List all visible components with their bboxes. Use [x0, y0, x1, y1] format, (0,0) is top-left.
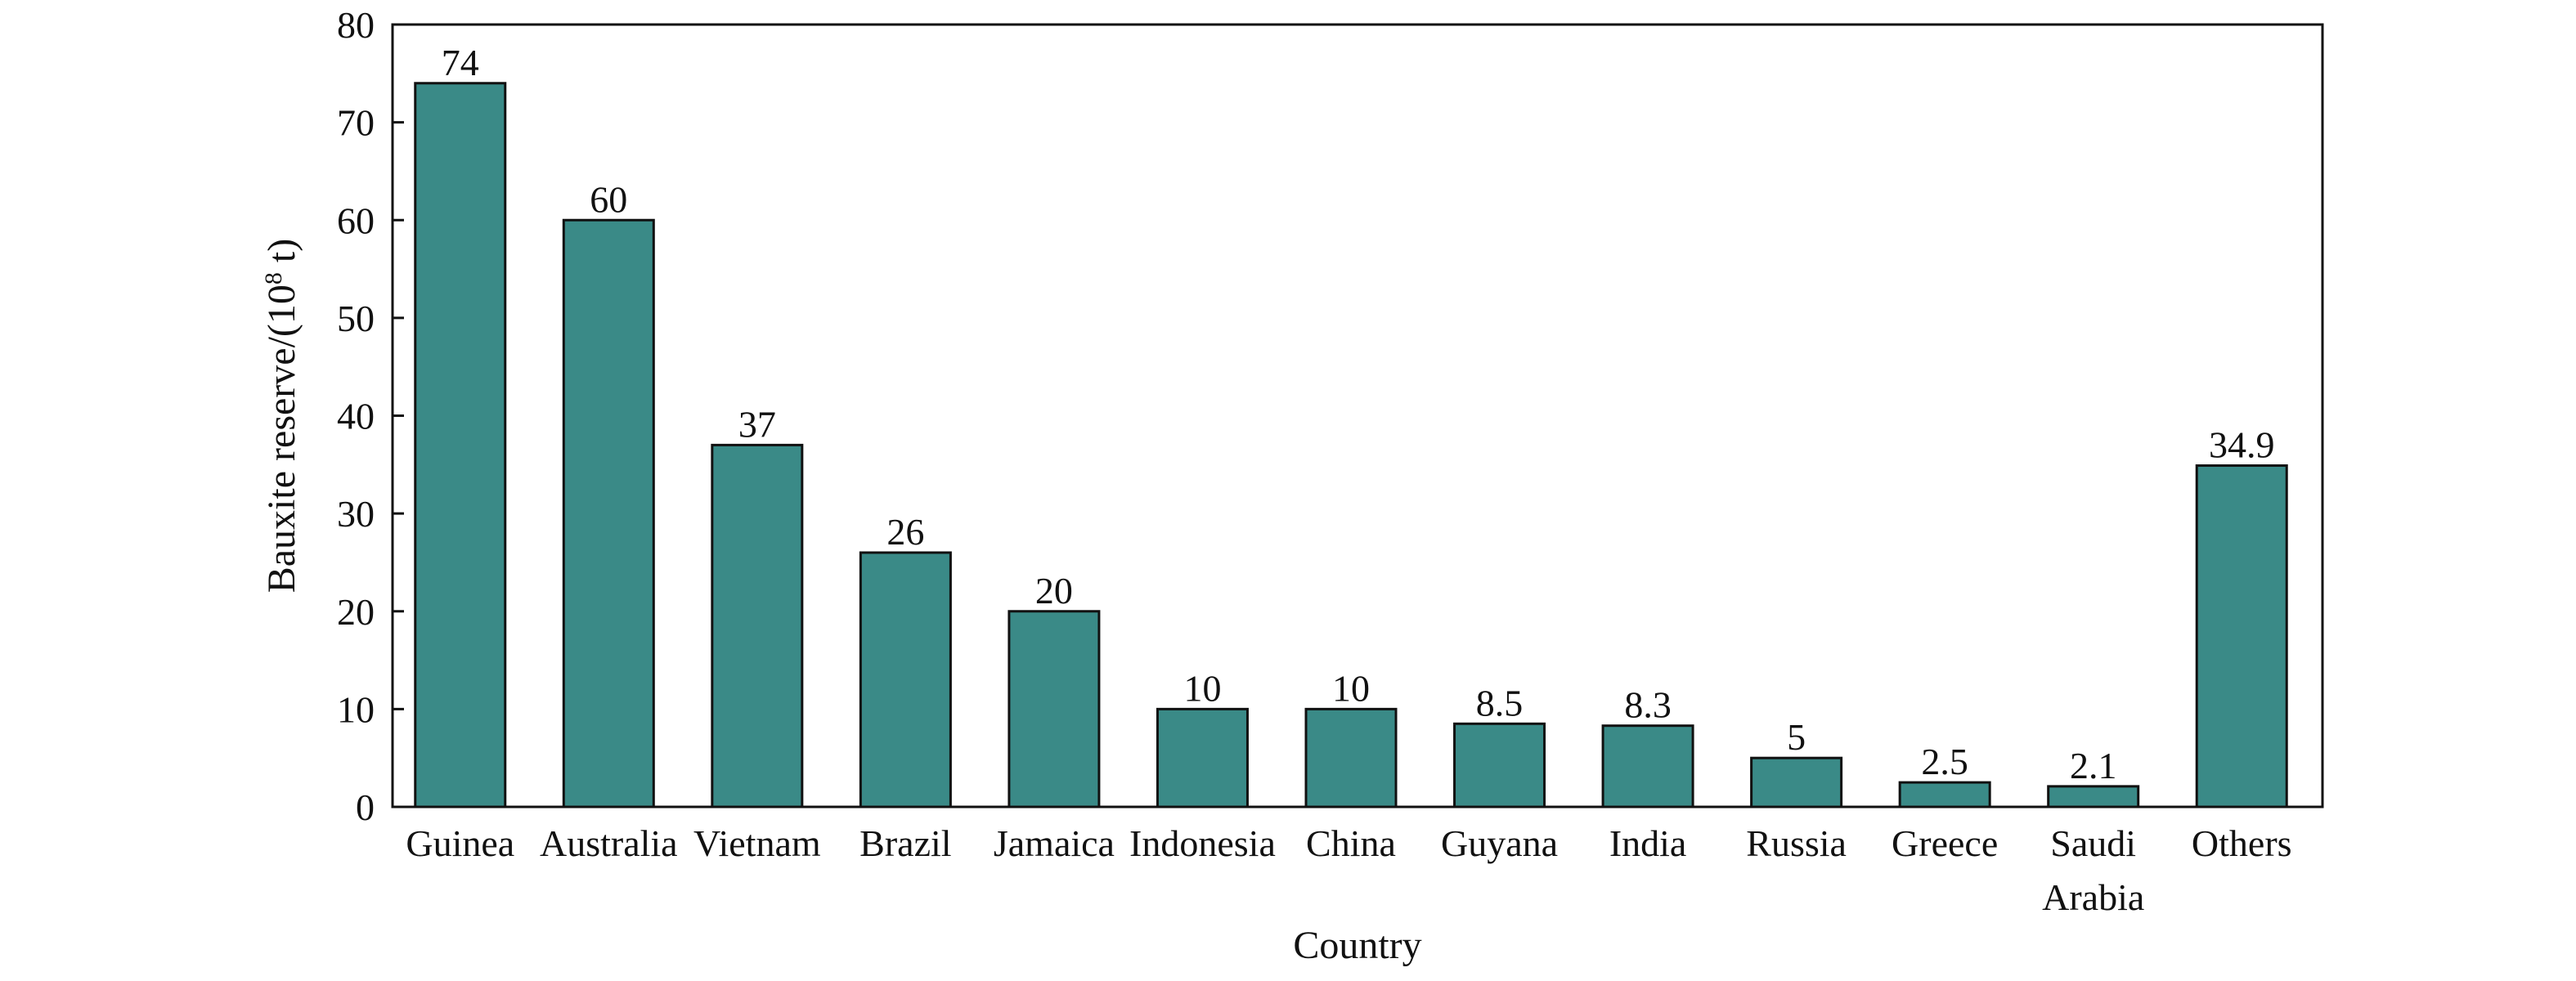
data-label: 8.3	[1624, 684, 1672, 726]
data-label: 37	[738, 403, 776, 445]
data-label: 26	[886, 511, 924, 553]
x-axis: Guinea Australia Vietnam Brazil Jamaica Indon…	[406, 822, 2291, 918]
data-label: 10	[1332, 667, 1370, 709]
y-axis-title-end: t)	[260, 239, 303, 272]
bar-china	[1304, 707, 1398, 809]
bar-guyana	[1453, 722, 1546, 809]
data-label: 8.5	[1476, 682, 1524, 723]
bar-guinea	[414, 82, 507, 809]
x-tick-label: Russia	[1746, 822, 1847, 864]
bar-others	[2195, 464, 2288, 809]
x-tick-label: Others	[2192, 822, 2292, 864]
data-label: 34.9	[2209, 424, 2275, 466]
bar-saudi-arabia	[2047, 785, 2140, 809]
bar-jamaica	[1008, 610, 1101, 809]
y-axis-title-superscript: 8	[260, 272, 287, 284]
bar-australia	[562, 218, 655, 809]
x-axis-title: Country	[1293, 924, 1421, 967]
y-tick-label: 80	[337, 4, 375, 46]
data-label: 2.1	[2070, 745, 2117, 786]
x-tick-label: Vietnam	[693, 822, 821, 864]
x-tick-label: Jamaica	[994, 822, 1115, 864]
data-label: 20	[1035, 570, 1073, 611]
x-tick-label: Brazil	[859, 822, 951, 864]
x-tick-label: Saudi Arabia	[2042, 822, 2144, 918]
data-label: 5	[1787, 716, 1806, 758]
y-tick-label: 0	[356, 786, 375, 828]
bar-greece	[1898, 781, 1991, 809]
data-label: 74	[442, 42, 479, 83]
bar-vietnam	[711, 443, 804, 809]
x-tick-label: Guinea	[406, 822, 514, 864]
y-axis-title: Bauxite reserve/(108 t)	[260, 239, 304, 594]
bar-brazil	[859, 551, 952, 809]
y-tick-label: 40	[337, 396, 375, 437]
y-axis-title-main: Bauxite reserve/(10	[260, 284, 303, 593]
y-tick-label: 70	[337, 102, 375, 144]
y-tick-label: 30	[337, 493, 375, 535]
y-tick-label: 60	[337, 199, 375, 241]
bar-russia	[1750, 756, 1843, 809]
data-label: 10	[1183, 667, 1221, 709]
data-label: 2.5	[1921, 741, 1968, 782]
x-tick-label: Guyana	[1441, 822, 1558, 864]
x-tick-label: Indonesia	[1129, 822, 1276, 864]
bar-indonesia	[1156, 707, 1249, 809]
data-label: 60	[590, 178, 627, 220]
bar-india	[1601, 724, 1694, 809]
bars-layer	[414, 82, 2288, 809]
y-tick-label: 20	[337, 591, 375, 633]
data-labels: 74 60 37 26 20 10 10 8.5 8.3 5 2.5 2.1 34.9	[442, 42, 2275, 786]
x-tick-label: China	[1306, 822, 1396, 864]
y-tick-label: 10	[337, 688, 375, 730]
y-tick-label: 50	[337, 298, 375, 339]
x-tick-label: Australia	[540, 822, 678, 864]
x-tick-label: Greece	[1892, 822, 1998, 864]
x-tick-label: India	[1609, 822, 1687, 864]
y-axis: 0 10 20 30 40 50 60 70 80	[337, 4, 404, 828]
